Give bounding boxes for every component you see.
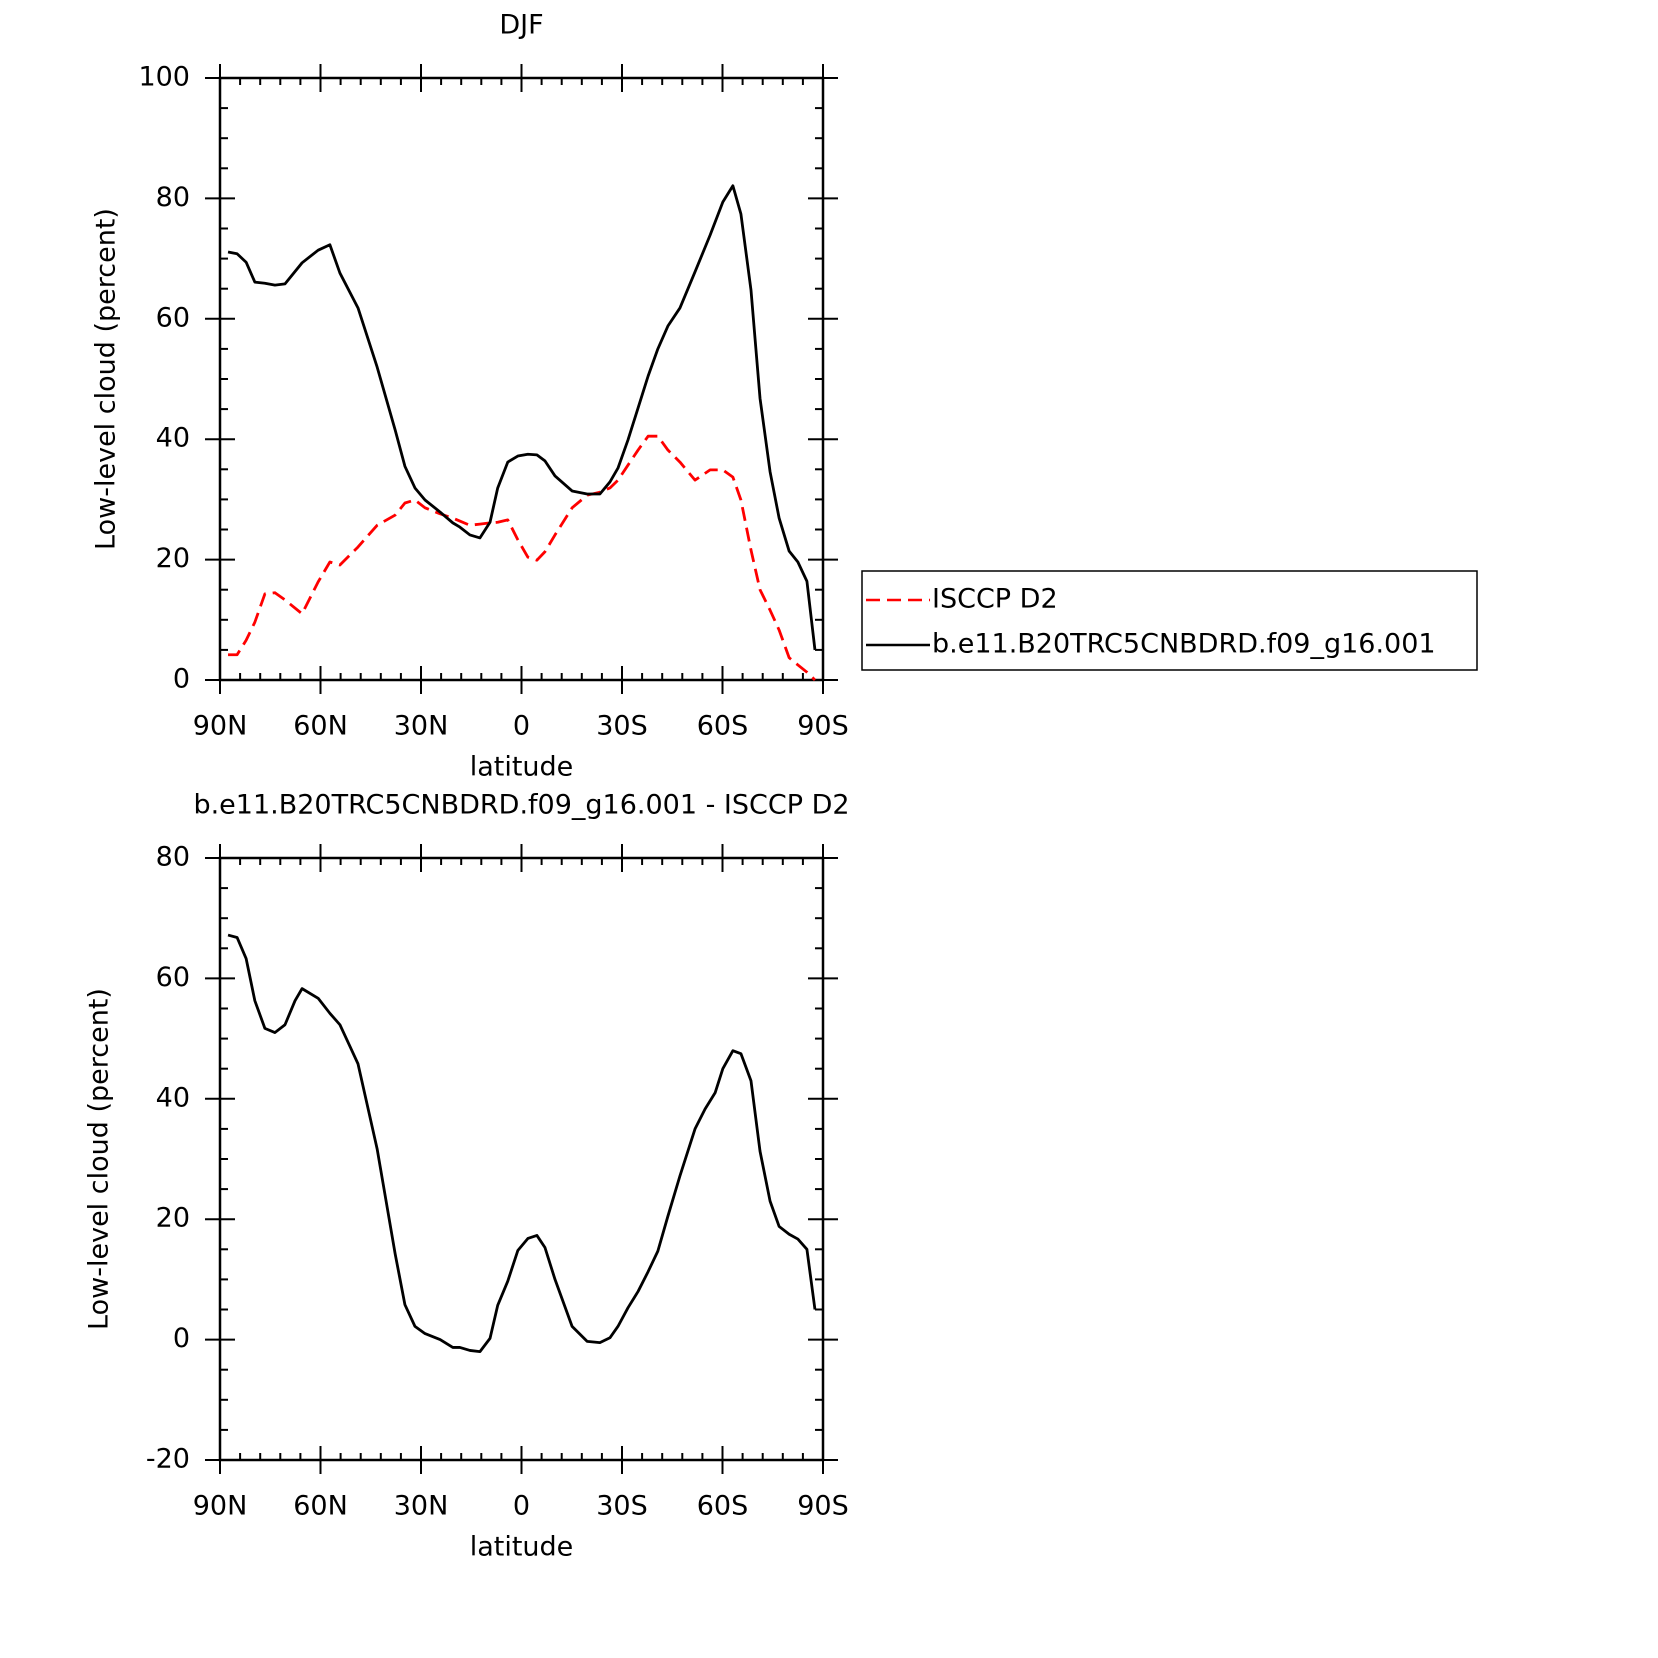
y-tick-label: 0 <box>173 1323 190 1354</box>
x-tick-label: 30S <box>596 1491 648 1522</box>
x-tick-label: 90S <box>797 711 849 742</box>
x-tick-label: 60N <box>293 711 348 742</box>
y-tick-label: 80 <box>156 182 190 213</box>
data-line <box>228 434 816 682</box>
data-line <box>227 184 817 651</box>
x-tick-label: 30N <box>394 1491 449 1522</box>
data-line <box>227 933 817 1354</box>
chart-title: DJF <box>499 10 543 41</box>
x-tick-label: 0 <box>513 711 530 742</box>
y-tick-label: 40 <box>156 423 190 454</box>
y-tick-label: 60 <box>156 962 190 993</box>
y-tick-label: 40 <box>156 1082 190 1113</box>
x-tick-label: 90N <box>193 1491 248 1522</box>
x-tick-label: 0 <box>513 1491 530 1522</box>
y-tick-label: 20 <box>156 1203 190 1234</box>
x-axis-label: latitude <box>470 752 574 783</box>
legend-label: ISCCP D2 <box>932 584 1058 615</box>
y-tick-label: 100 <box>138 62 190 93</box>
x-tick-label: 90S <box>797 1491 849 1522</box>
y-tick-label: 60 <box>156 302 190 333</box>
y-axis-label: Low-level cloud (percent) <box>84 988 115 1330</box>
plot-frame <box>218 856 825 1462</box>
y-tick-label: 80 <box>156 842 190 873</box>
plot-frame <box>218 76 825 682</box>
x-tick-label: 90N <box>193 711 248 742</box>
y-tick-label: 0 <box>173 664 190 695</box>
x-tick-label: 60S <box>697 711 749 742</box>
x-tick-label: 60S <box>697 1491 749 1522</box>
x-tick-label: 30S <box>596 711 648 742</box>
legend-label: b.e11.B20TRC5CNBDRD.f09_g16.001 <box>932 629 1436 660</box>
x-tick-label: 60N <box>293 1491 348 1522</box>
x-axis-label: latitude <box>470 1532 574 1563</box>
y-axis-label: Low-level cloud (percent) <box>91 208 122 550</box>
chart-title: b.e11.B20TRC5CNBDRD.f09_g16.001 - ISCCP … <box>193 790 849 821</box>
y-tick-label: 20 <box>156 543 190 574</box>
legend-box <box>861 570 1478 671</box>
x-tick-label: 30N <box>394 711 449 742</box>
y-tick-label: -20 <box>146 1444 190 1475</box>
